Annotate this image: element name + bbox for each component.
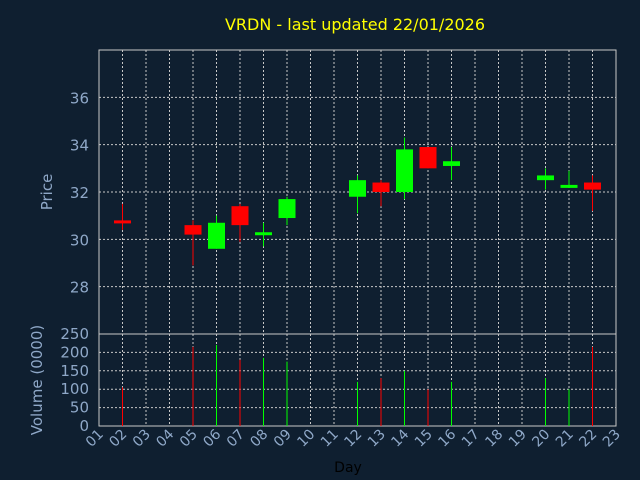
price-axis-label: Price xyxy=(38,174,56,211)
candles xyxy=(114,137,601,266)
candle-16 xyxy=(443,147,460,181)
volume-tick-label: 150 xyxy=(60,362,89,380)
candle-14 xyxy=(396,137,413,200)
candle-body xyxy=(349,180,366,197)
candle-body xyxy=(584,182,601,190)
candle-05 xyxy=(184,220,202,266)
chart-title: VRDN - last updated 22/01/2026 xyxy=(225,15,485,34)
candle-06 xyxy=(208,215,225,249)
candle-body xyxy=(231,206,249,226)
candle-body xyxy=(419,147,437,169)
candle-08 xyxy=(255,222,272,247)
candle-body xyxy=(208,222,225,249)
day-axis-label: Day xyxy=(334,460,362,476)
volume-tick-label: 250 xyxy=(60,325,89,343)
candle-22 xyxy=(584,175,601,211)
candle-02 xyxy=(114,203,131,230)
price-tick-label: 36 xyxy=(70,89,89,107)
price-axis-ticks: 28 30 32 34 36 xyxy=(70,89,89,296)
day-axis-ticks: 01 02 03 04 05 06 07 08 09 10 11 12 13 14 15 16 17 18 19 20… xyxy=(83,426,624,450)
candle-09 xyxy=(278,196,296,226)
price-tick-label: 34 xyxy=(70,137,89,155)
candle-body xyxy=(278,199,296,219)
candle-body xyxy=(443,161,460,166)
volume-axis-label: Volume (0000) xyxy=(28,325,46,435)
price-tick-label: 32 xyxy=(70,184,89,202)
volume-tick-label: 200 xyxy=(60,343,89,361)
price-tick-label: 28 xyxy=(70,279,89,297)
volume-tick-label: 50 xyxy=(70,399,89,417)
volume-tick-label: 0 xyxy=(79,417,89,435)
volume-bars xyxy=(122,345,593,426)
candle-body xyxy=(560,184,578,188)
candle-21 xyxy=(560,170,578,188)
candle-20 xyxy=(537,168,554,190)
candle-body xyxy=(184,225,202,235)
candle-12 xyxy=(349,175,366,214)
candle-body xyxy=(537,175,554,181)
candle-body xyxy=(372,182,390,192)
volume-tick-label: 100 xyxy=(60,380,89,398)
candle-body xyxy=(114,220,131,224)
candle-13 xyxy=(372,180,390,207)
candle-body xyxy=(396,149,413,192)
candle-07 xyxy=(231,203,249,242)
candle-15 xyxy=(419,147,437,169)
candle-body xyxy=(255,232,272,236)
price-tick-label: 30 xyxy=(70,231,89,249)
